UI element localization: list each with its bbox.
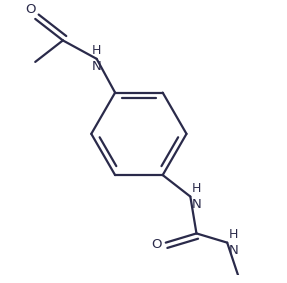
Text: N: N [229, 244, 238, 257]
Text: H: H [92, 44, 101, 57]
Text: O: O [25, 3, 36, 16]
Text: O: O [151, 238, 162, 251]
Text: H: H [229, 228, 238, 241]
Text: H: H [192, 182, 201, 195]
Text: N: N [192, 198, 202, 211]
Text: N: N [92, 60, 102, 73]
